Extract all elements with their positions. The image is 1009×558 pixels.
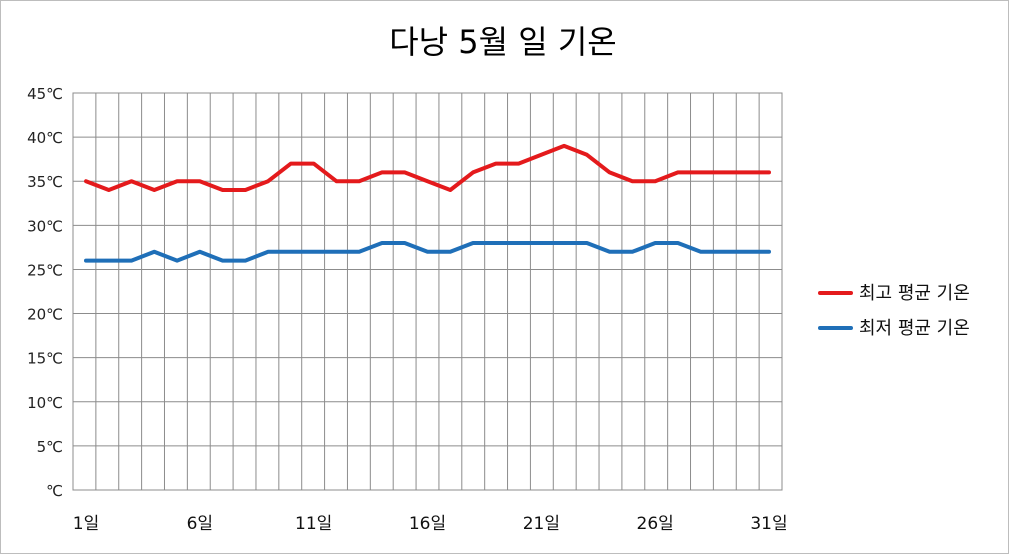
data-point [334, 250, 339, 254]
data-point [767, 170, 771, 174]
data-point [630, 250, 635, 254]
x-tick-label: 1일 [73, 514, 99, 534]
y-tick-label: 35℃ [27, 173, 63, 191]
legend-label: 최고 평균 기온 [859, 283, 970, 304]
data-point [494, 161, 498, 166]
data-point [357, 179, 361, 183]
data-point [380, 241, 384, 245]
data-point [448, 250, 452, 254]
legend-label: 최저 평균 기온 [859, 318, 970, 339]
y-tick-label: 15℃ [27, 350, 63, 368]
data-point [403, 241, 407, 245]
data-point [152, 250, 156, 254]
x-tick-label: 16일 [409, 514, 446, 534]
data-point [516, 161, 521, 166]
data-point [107, 188, 111, 192]
data-point [676, 170, 680, 174]
data-point [175, 179, 179, 183]
x-tick-label: 21일 [523, 514, 560, 534]
y-tick-label: 10℃ [27, 394, 63, 412]
data-point [744, 170, 748, 174]
data-point [357, 250, 361, 254]
data-point [471, 170, 475, 174]
data-point [425, 179, 430, 183]
x-tick-label: 31일 [750, 514, 787, 534]
x-tick-label: 6일 [187, 514, 213, 534]
data-point [84, 259, 88, 263]
data-point [289, 161, 293, 166]
data-point [585, 153, 589, 157]
data-point [448, 188, 452, 192]
data-point [403, 170, 407, 174]
data-point [129, 179, 134, 183]
data-point [266, 250, 270, 254]
data-point [699, 170, 703, 174]
axes: ℃ 5℃ 10℃ 15℃ 20℃ 25℃ 30℃ 35℃ 40℃ 45℃ 1일 6일 11일 16일 21일… [27, 85, 788, 534]
x-tick-label: 26일 [637, 514, 674, 534]
data-point [585, 241, 589, 245]
y-tick-label: 25℃ [27, 261, 63, 279]
data-point [129, 259, 134, 263]
grid [72, 92, 783, 491]
data-point [676, 241, 680, 245]
y-tick-label: ℃ [46, 482, 63, 500]
data-point [312, 250, 316, 254]
y-tick-label: 40℃ [27, 129, 63, 147]
data-point [198, 179, 202, 183]
data-point [539, 241, 543, 245]
chart-title: 다낭 5월 일 기온 [389, 23, 617, 61]
data-point [744, 250, 748, 254]
data-point [562, 241, 566, 245]
data-point [84, 179, 88, 183]
data-point [471, 241, 475, 245]
data-point [107, 259, 111, 263]
plot-area [72, 92, 783, 491]
x-tick-label: 11일 [295, 514, 332, 534]
series [84, 143, 771, 263]
data-point [608, 250, 612, 254]
data-point [425, 250, 430, 254]
data-point [630, 179, 635, 183]
data-point [721, 250, 726, 254]
data-point [608, 170, 612, 174]
data-point [767, 250, 771, 254]
data-point [653, 241, 657, 245]
data-point [312, 161, 316, 166]
data-point [221, 259, 225, 263]
data-point [198, 250, 202, 254]
data-point [243, 259, 247, 263]
data-point [380, 170, 384, 174]
data-point [289, 250, 293, 254]
data-point [334, 179, 339, 183]
data-point [699, 250, 703, 254]
data-point [266, 179, 270, 183]
y-tick-label: 45℃ [27, 85, 63, 103]
data-point [539, 153, 543, 157]
data-point [721, 170, 726, 174]
data-point [221, 188, 225, 192]
y-tick-label: 20℃ [27, 306, 63, 324]
data-point [494, 241, 498, 245]
y-tick-label: 30℃ [27, 217, 63, 235]
y-tick-label: 5℃ [37, 438, 63, 456]
data-point [516, 241, 521, 245]
data-point [562, 144, 566, 148]
data-point [175, 259, 179, 263]
data-point [653, 179, 657, 183]
data-point [152, 188, 156, 192]
data-point [243, 188, 247, 192]
